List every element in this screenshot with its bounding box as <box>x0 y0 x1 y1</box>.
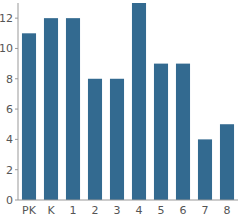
chart-container: 024681012PKK12345678 <box>0 0 240 220</box>
x-tick-label: K <box>47 204 55 217</box>
y-tick-label: 0 <box>6 194 13 207</box>
x-tick-label: 2 <box>92 204 99 217</box>
bar <box>132 3 146 200</box>
bar <box>198 139 212 200</box>
y-tick-label: 2 <box>6 164 13 177</box>
x-tick-label: 7 <box>202 204 209 217</box>
bar <box>22 33 36 200</box>
bar <box>110 79 124 200</box>
y-tick-label: 10 <box>0 42 13 55</box>
bar <box>176 64 190 200</box>
y-tick-label: 8 <box>6 73 13 86</box>
bar <box>88 79 102 200</box>
x-tick-label: 8 <box>224 204 231 217</box>
y-axis <box>18 3 19 200</box>
bar <box>44 18 58 200</box>
x-tick-label: PK <box>22 204 37 217</box>
x-tick-label: 4 <box>136 204 143 217</box>
y-tick-label: 6 <box>6 103 13 116</box>
x-tick-label: 1 <box>70 204 77 217</box>
x-tick-label: 5 <box>158 204 165 217</box>
bars <box>22 3 234 200</box>
bar <box>154 64 168 200</box>
bar <box>66 18 80 200</box>
bar-chart: 024681012PKK12345678 <box>0 0 240 220</box>
bar <box>220 124 234 200</box>
x-tick-label: 3 <box>114 204 121 217</box>
y-tick-label: 12 <box>0 12 13 25</box>
x-tick-label: 6 <box>180 204 187 217</box>
y-tick-label: 4 <box>6 133 13 146</box>
x-axis <box>18 200 238 201</box>
